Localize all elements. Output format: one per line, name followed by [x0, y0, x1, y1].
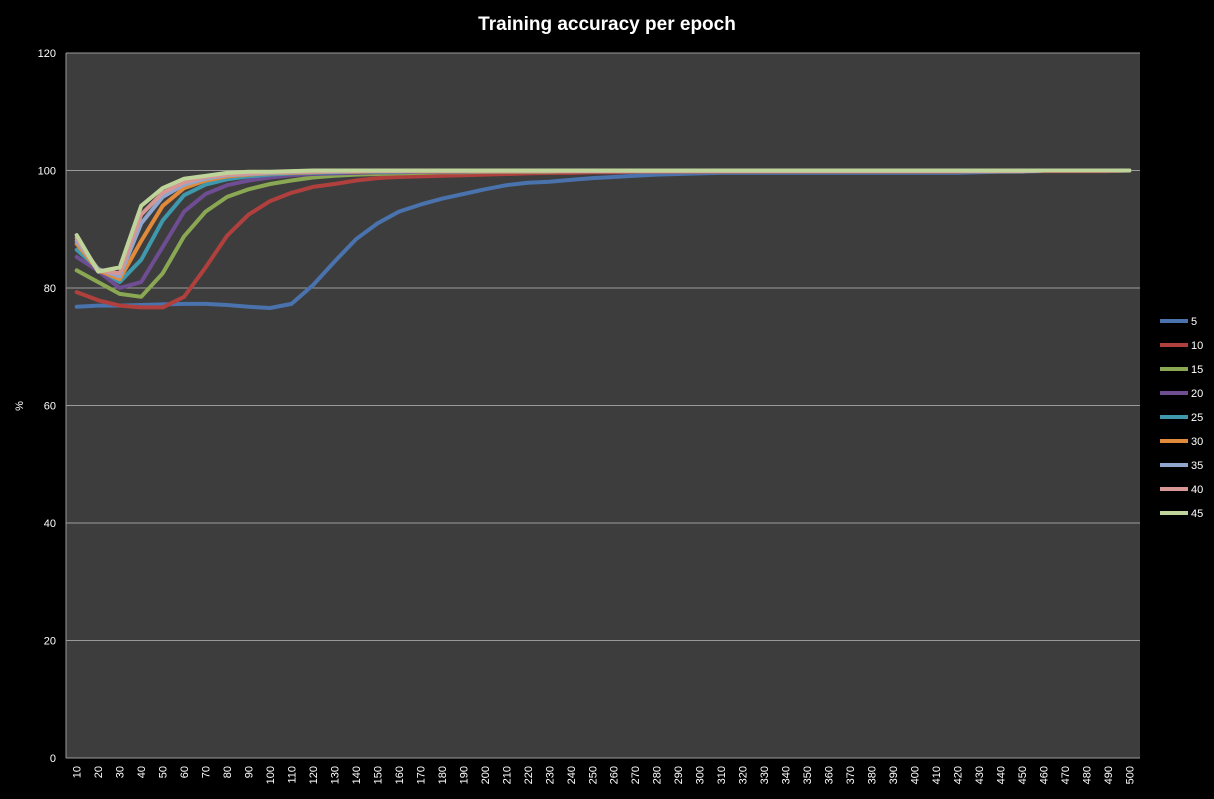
x-tick-label: 280 — [652, 766, 664, 784]
y-tick-label: 120 — [38, 48, 56, 60]
x-tick-label: 460 — [1038, 766, 1050, 784]
x-tick-label: 140 — [351, 766, 363, 784]
legend-label-10: 10 — [1191, 340, 1203, 352]
x-tick-label: 390 — [888, 766, 900, 784]
x-tick-label: 90 — [244, 766, 256, 778]
y-tick-label: 40 — [44, 518, 56, 530]
x-tick-label: 290 — [673, 766, 685, 784]
x-tick-label: 130 — [330, 766, 342, 784]
y-axis-label: % — [14, 401, 26, 411]
x-tick-label: 310 — [716, 766, 728, 784]
y-tick-label: 100 — [38, 166, 56, 178]
legend-label-5: 5 — [1191, 316, 1197, 328]
y-tick-label: 20 — [44, 636, 56, 648]
legend-label-15: 15 — [1191, 364, 1203, 376]
series-line-45 — [74, 168, 1132, 274]
x-tick-label: 200 — [480, 766, 492, 784]
y-axis: 0 20 40 60 80 100 120 — [38, 48, 67, 765]
x-tick-label: 470 — [1060, 766, 1072, 784]
x-tick-label: 420 — [952, 766, 964, 784]
x-tick-label: 380 — [867, 766, 879, 784]
legend-label-25: 25 — [1191, 412, 1203, 424]
chart-title: Training accuracy per epoch — [478, 14, 736, 35]
x-tick-label: 50 — [158, 766, 170, 778]
x-tick-label: 230 — [544, 766, 556, 784]
x-tick-label: 60 — [179, 766, 191, 778]
x-tick-label: 350 — [802, 766, 814, 784]
x-tick-label: 500 — [1124, 766, 1136, 784]
x-tick-label: 400 — [909, 766, 921, 784]
x-tick-label: 300 — [695, 766, 707, 784]
legend-label-45: 45 — [1191, 508, 1203, 520]
x-tick-label: 180 — [437, 766, 449, 784]
x-tick-label: 120 — [308, 766, 320, 784]
x-tick-label: 10 — [72, 766, 84, 778]
x-tick-label: 150 — [372, 766, 384, 784]
x-tick-label: 220 — [523, 766, 535, 784]
legend-label-30: 30 — [1191, 436, 1203, 448]
x-tick-label: 340 — [781, 766, 793, 784]
x-tick-label: 360 — [824, 766, 836, 784]
x-tick-label: 260 — [609, 766, 621, 784]
x-tick-label: 450 — [1017, 766, 1029, 784]
x-tick-label: 210 — [501, 766, 513, 784]
x-tick-label: 490 — [1103, 766, 1115, 784]
x-axis: 10 20 30 40 50 60 70 80 90 100 110 120 130 140 150 160 1… — [66, 757, 1140, 784]
x-tick-label: 190 — [458, 766, 470, 784]
x-tick-label: 270 — [630, 766, 642, 784]
x-tick-label: 40 — [136, 766, 148, 778]
legend-label-40: 40 — [1191, 484, 1203, 496]
x-tick-label: 100 — [265, 766, 277, 784]
legend-label-20: 20 — [1191, 388, 1203, 400]
y-tick-label: 80 — [44, 283, 56, 295]
x-tick-label: 320 — [738, 766, 750, 784]
x-tick-label: 20 — [93, 766, 105, 778]
series-lines — [74, 168, 1132, 310]
y-tick-label: 60 — [44, 401, 56, 413]
x-tick-label: 80 — [222, 766, 234, 778]
legend: 5 10 15 20 25 30 35 40 45 — [1160, 316, 1203, 520]
y-tick-label: 0 — [50, 753, 56, 765]
x-tick-label: 250 — [587, 766, 599, 784]
x-tick-label: 410 — [931, 766, 943, 784]
x-tick-label: 70 — [201, 766, 213, 778]
legend-label-35: 35 — [1191, 460, 1203, 472]
x-tick-label: 330 — [759, 766, 771, 784]
x-tick-label: 370 — [845, 766, 857, 784]
x-tick-label: 480 — [1081, 766, 1093, 784]
x-tick-label: 110 — [287, 766, 299, 784]
x-tick-label: 430 — [974, 766, 986, 784]
x-tick-label: 170 — [415, 766, 427, 784]
x-tick-label: 240 — [566, 766, 578, 784]
x-tick-label: 440 — [995, 766, 1007, 784]
x-tick-label: 30 — [115, 766, 127, 778]
x-tick-label: 160 — [394, 766, 406, 784]
